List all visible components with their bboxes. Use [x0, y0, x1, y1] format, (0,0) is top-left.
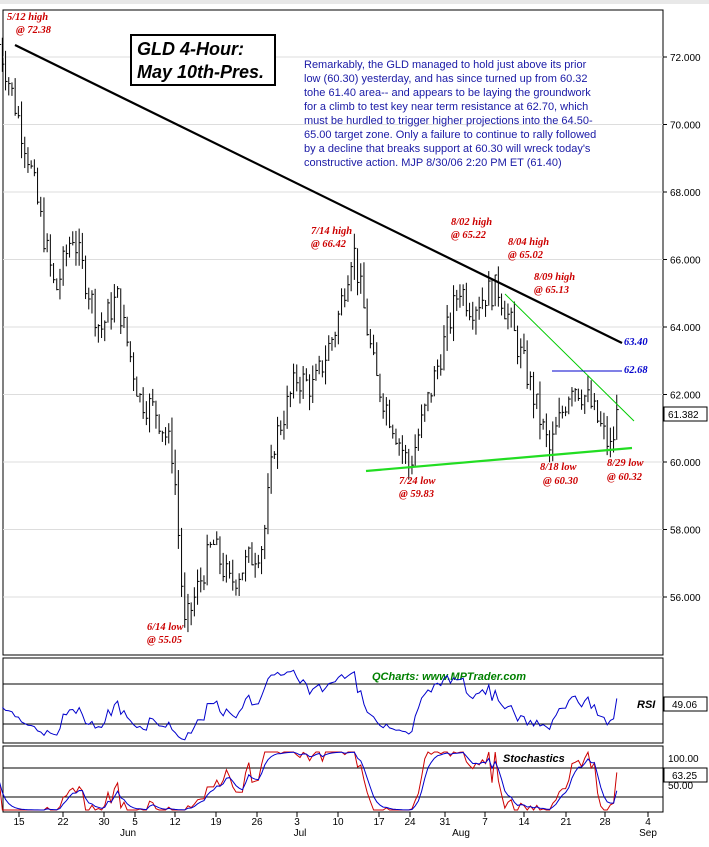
annotation-7-24-low: 7/24 low [399, 476, 436, 487]
stoch-fast-line [0, 750, 618, 811]
price-y-axis: 72.000 70.000 68.000 66.000 64.000 62.000 60.0… [663, 53, 701, 604]
price-panel-frame [2, 9, 664, 656]
date-tick-label: 14 [518, 817, 530, 828]
month-label: Sep [639, 828, 657, 839]
date-tick-label: 19 [210, 817, 222, 828]
date-tick-label: 17 [373, 817, 385, 828]
annotations: 5/12 high @ 72.38 7/14 high @ 66.42 8/02… [7, 12, 648, 646]
date-tick-label: 24 [404, 817, 416, 828]
stoch-slow-line [0, 751, 618, 811]
date-tick-label: 10 [332, 817, 344, 828]
date-tick-label: 5 [132, 817, 138, 828]
stoch-last-value: 63.25 [672, 771, 697, 782]
annotation-6-14-low: 6/14 low [147, 622, 184, 633]
date-tick-label: 22 [57, 817, 69, 828]
price-bars [0, 37, 619, 633]
annotation-8-02-high: 8/02 high [451, 217, 492, 228]
annotation-8-29-low: 8/29 low [607, 458, 644, 469]
stochastics-label: Stochastics [503, 753, 565, 765]
annotation-8-09-high: 8/09 high [534, 272, 575, 283]
stoch-last-marker [663, 767, 708, 783]
annotation-8-18-low: 8/18 low [540, 462, 577, 473]
commentary-line: must be hurdled to trigger higher projec… [304, 115, 593, 127]
month-label: Jun [120, 828, 136, 839]
date-tick-label: 4 [645, 817, 651, 828]
month-label: Jul [294, 828, 307, 839]
rsi-last-value: 49.06 [672, 700, 697, 711]
price-tick-label: 72.000 [670, 53, 701, 64]
commentary-line: low (60.30) yesterday, and has since tur… [304, 73, 588, 85]
trend-lines [14, 44, 635, 473]
annotation-8-18-low-value: @ 60.30 [543, 476, 579, 487]
annotation-7-14-high-value: @ 66.42 [311, 239, 347, 250]
title-box [130, 34, 276, 86]
date-tick-label: 7 [482, 817, 488, 828]
price-tick-label: 66.000 [670, 256, 701, 267]
price-tick-label: 68.000 [670, 188, 701, 199]
commentary-block: Remarkably, the GLD managed to hold just… [304, 59, 596, 169]
last-price-label: 61.382 [668, 410, 699, 421]
date-tick-label: 28 [599, 817, 611, 828]
stoch-tick-100: 100.00 [668, 754, 699, 765]
date-tick-label: 30 [98, 817, 110, 828]
rsi-panel-frame [2, 657, 664, 744]
level-label-6340: 63.40 [624, 337, 648, 348]
commentary-line: Remarkably, the GLD managed to hold just… [304, 59, 587, 71]
annotation-8-04-high: 8/04 high [508, 237, 549, 248]
commentary-line: 65.00 target zone. Only a failure to con… [304, 129, 596, 141]
annotation-8-29-low-value: @ 60.32 [607, 472, 643, 483]
chart-title-line-1: GLD 4-Hour: [137, 39, 244, 59]
annotation-7-14-high: 7/14 high [311, 226, 352, 237]
commentary-line: for a climb to test key near term resist… [304, 101, 588, 113]
level-label-6268: 62.68 [624, 365, 648, 376]
annotation-7-24-low-value: @ 59.83 [399, 489, 434, 500]
annotation-8-04-high-value: @ 65.02 [508, 250, 544, 261]
stoch-tick-50: 50.00 [668, 781, 693, 792]
commentary-line: constructive action. MJP 8/30/06 2:20 PM… [304, 157, 562, 169]
chart-title-line-2: May 10th-Pres. [137, 62, 264, 82]
qcharts-credit: QCharts: www.MPTrader.com [372, 671, 526, 683]
annotation-5-12-high: 5/12 high [7, 12, 48, 23]
annotation-6-14-low-value: @ 55.05 [147, 635, 182, 646]
rsi-panel: QCharts: www.MPTrader.com RSI 49.06 [2, 669, 708, 741]
rsi-line [2, 669, 618, 741]
top-border-line [0, 0, 709, 4]
downtrend-line [14, 44, 623, 344]
commentary-line: by a decline that breaks support at 60.3… [304, 143, 591, 155]
annotation-8-09-high-value: @ 65.13 [534, 285, 569, 296]
rsi-label: RSI [637, 699, 656, 711]
date-tick-label: 21 [560, 817, 572, 828]
commentary-line: tohe 61.40 area-- and appears to be layi… [304, 87, 591, 99]
price-tick-label: 56.000 [670, 593, 701, 604]
date-x-axis: 15 22 30 5 12 19 26 3 10 17 24 31 7 14 21 28 4 Jun Jul Aug S… [13, 812, 657, 839]
price-tick-label: 70.000 [670, 121, 701, 132]
month-label: Aug [452, 828, 470, 839]
price-grid [3, 56, 663, 598]
support-line [365, 446, 633, 473]
price-tick-label: 64.000 [670, 323, 701, 334]
date-tick-label: 31 [439, 817, 451, 828]
date-tick-label: 3 [294, 817, 300, 828]
last-price-marker [663, 406, 708, 422]
price-tick-label: 60.000 [670, 458, 701, 469]
price-tick-label: 62.000 [670, 391, 701, 402]
date-tick-label: 26 [251, 817, 263, 828]
rsi-last-marker [663, 696, 708, 712]
stoch-panel-frame [2, 745, 664, 813]
annotation-8-02-high-value: @ 65.22 [451, 230, 487, 241]
annotation-5-12-high-value: @ 72.38 [16, 25, 52, 36]
date-tick-label: 12 [169, 817, 181, 828]
date-tick-label: 15 [13, 817, 25, 828]
price-tick-label: 58.000 [670, 526, 701, 537]
channel-line [504, 293, 635, 422]
stochastics-panel: Stochastics 100.00 50.00 63.25 [0, 750, 708, 811]
